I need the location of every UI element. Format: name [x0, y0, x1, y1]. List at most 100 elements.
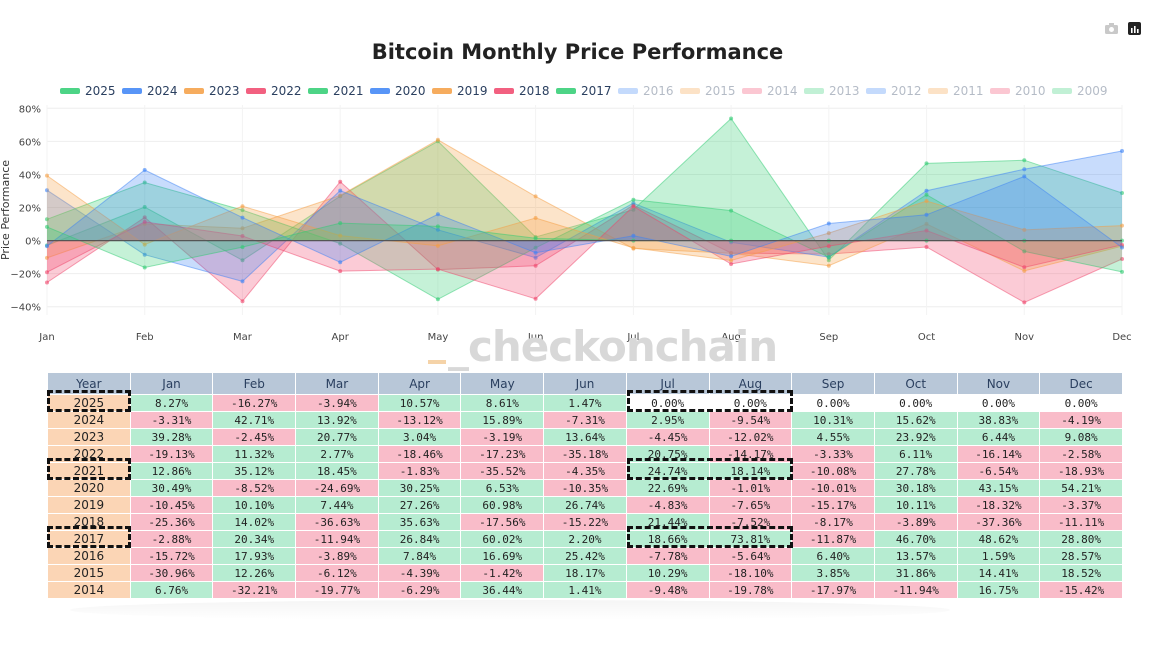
point-2020-Feb: [142, 252, 147, 257]
value-cell: -10.45%: [129, 496, 214, 514]
table-shadow: [70, 600, 950, 620]
value-cell: 0.00%: [625, 394, 710, 412]
value-cell: -15.42%: [1039, 581, 1123, 599]
table-row: 2016 -15.72% 17.93% -3.89% 7.84% 16.69% 25.42%…: [47, 547, 1123, 565]
point-2022-Aug: [729, 262, 734, 266]
point-2020-Mar: [240, 279, 245, 284]
value-cell: 0.00%: [956, 394, 1041, 412]
value-cell: 6.11%: [873, 445, 958, 463]
point-2025-Apr: [338, 221, 343, 226]
value-cell: -4.35%: [543, 462, 627, 480]
legend-item-2022[interactable]: 2022: [246, 84, 308, 98]
highlight-box-2025-jul-aug: [627, 390, 793, 412]
x-tick-label: Nov: [1015, 332, 1035, 343]
value-cell: 3.04%: [377, 428, 462, 446]
legend-item-2025[interactable]: 2025: [60, 84, 122, 98]
legend-item-2009[interactable]: 2009: [1052, 84, 1114, 98]
value-cell: -7.78%: [625, 547, 710, 565]
year-cell: 2025: [47, 394, 131, 412]
area-2019: [47, 139, 1122, 271]
value-cell: -17.56%: [460, 513, 545, 531]
point-2019-Aug: [729, 251, 734, 256]
value-cell: -2.88%: [129, 530, 214, 548]
camera-icon[interactable]: [1105, 23, 1118, 34]
value-cell: 26.74%: [543, 496, 627, 514]
legend-item-2010[interactable]: 2010: [990, 84, 1052, 98]
point-2021-Jul: [631, 197, 636, 202]
point-2023-Dec: [1120, 223, 1124, 228]
value-cell: 18.52%: [1039, 564, 1123, 582]
point-2017-Feb: [142, 205, 147, 209]
legend-swatch: [742, 88, 762, 94]
point-2023-Jul: [631, 245, 636, 250]
value-cell: -24.69%: [295, 479, 379, 497]
value-cell: 10.29%: [625, 564, 710, 582]
value-cell: -3.94%: [295, 394, 379, 412]
value-cell: -32.21%: [212, 581, 297, 599]
legend-item-2021[interactable]: 2021: [308, 84, 370, 98]
column-header: Sep: [791, 372, 875, 395]
y-tick-label: −40%: [10, 303, 41, 314]
table-row: 2025 8.27% -16.27% -3.94% 10.57% 8.61% 1.47% 0.…: [47, 394, 1123, 412]
y-axis-label: Price Performance: [0, 160, 12, 260]
value-cell: -30.96%: [129, 564, 214, 582]
value-cell: 20.77%: [295, 428, 379, 446]
value-cell: 18.14%: [708, 462, 793, 480]
point-2018-Jan: [45, 280, 49, 285]
legend-item-2016[interactable]: 2016: [618, 84, 680, 98]
point-2021-Aug: [729, 208, 734, 213]
legend-swatch: [308, 88, 328, 94]
legend-item-2019[interactable]: 2019: [432, 84, 494, 98]
legend-swatch: [184, 88, 204, 94]
value-cell: 31.86%: [873, 564, 958, 582]
point-2022-Feb: [142, 219, 147, 224]
legend-item-2013[interactable]: 2013: [804, 84, 866, 98]
point-2017-Mar: [240, 258, 245, 263]
value-cell: 0.00%: [791, 394, 875, 412]
point-2019-Apr: [338, 193, 343, 198]
highlight-box-2025-year: [47, 390, 131, 412]
legend-item-2017[interactable]: 2017: [556, 84, 618, 98]
legend-item-2014[interactable]: 2014: [742, 84, 804, 98]
point-2017-Sep: [826, 258, 831, 263]
chart-title: Bitcoin Monthly Price Performance: [371, 40, 784, 64]
value-cell: 7.44%: [295, 496, 379, 514]
legend-item-2011[interactable]: 2011: [928, 84, 990, 98]
value-cell: -19.78%: [708, 581, 793, 599]
value-cell: 20.34%: [212, 530, 297, 548]
legend-swatch: [804, 88, 824, 94]
legend-item-2018[interactable]: 2018: [494, 84, 556, 98]
point-2022-Nov: [1022, 265, 1027, 270]
legend-item-2015[interactable]: 2015: [680, 84, 742, 98]
point-2019-Oct: [924, 221, 929, 226]
year-cell: 2017: [47, 530, 131, 548]
point-2022-Jul: [631, 204, 636, 209]
value-cell: 3.85%: [791, 564, 875, 582]
legend-item-2023[interactable]: 2023: [184, 84, 246, 98]
legend-label: 2024: [147, 84, 178, 98]
point-2020-Apr: [338, 188, 343, 193]
legend-item-2020[interactable]: 2020: [370, 84, 432, 98]
plotly-logo-icon[interactable]: [1128, 22, 1141, 35]
point-2018-Apr: [338, 179, 343, 184]
value-cell: -1.01%: [708, 479, 793, 497]
line-2020: [46, 150, 1123, 282]
legend-item-2024[interactable]: 2024: [122, 84, 184, 98]
value-cell: 18.66%: [625, 530, 710, 548]
value-cell: -2.45%: [212, 428, 297, 446]
value-cell: -7.65%: [708, 496, 793, 514]
line-2019: [46, 139, 1123, 272]
value-cell: -37.36%: [956, 513, 1041, 531]
legend-swatch: [990, 88, 1010, 94]
value-cell: 30.18%: [873, 479, 958, 497]
column-header: May: [460, 372, 545, 395]
value-cell: -4.45%: [625, 428, 710, 446]
value-cell: -15.22%: [543, 513, 627, 531]
value-cell: -35.18%: [543, 445, 627, 463]
value-cell: 12.26%: [212, 564, 297, 582]
point-2022-May: [435, 267, 440, 272]
legend-label: 2019: [457, 84, 488, 98]
legend-label: 2012: [891, 84, 922, 98]
value-cell: -3.89%: [295, 547, 379, 565]
legend-item-2012[interactable]: 2012: [866, 84, 928, 98]
